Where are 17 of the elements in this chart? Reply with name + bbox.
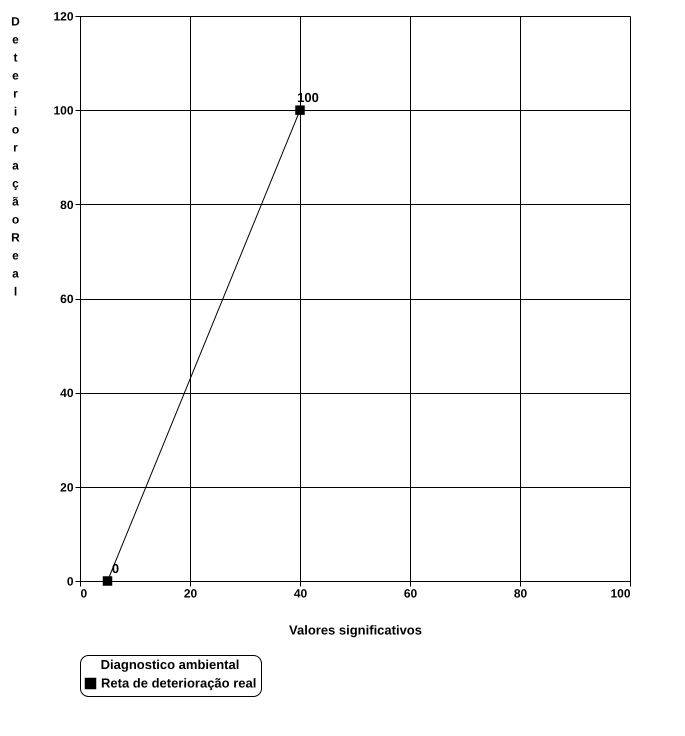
y-tick-label: 40 <box>60 386 74 400</box>
y-tick-label: 60 <box>60 292 74 306</box>
x-tick-label: 100 <box>610 586 631 600</box>
y-tick-label: 0 <box>66 574 74 588</box>
y-tick-label: 80 <box>60 198 74 212</box>
x-tick-label: 80 <box>514 586 528 600</box>
x-axis-title: Valores significativos <box>289 622 422 638</box>
legend-title: Diagnostico ambiental <box>100 657 240 672</box>
y-tick-label: 120 <box>53 10 74 24</box>
legend-label: Reta de deterioração real <box>101 676 256 690</box>
y-tick-label: 20 <box>60 480 74 494</box>
x-tick-label: 60 <box>404 586 418 600</box>
x-tick-label: 0 <box>80 586 88 600</box>
x-tick-label: 40 <box>294 586 308 600</box>
x-tick-label: 20 <box>184 586 198 600</box>
text: Deterioração Real <box>11 14 20 298</box>
y-tick-label: 100 <box>53 104 74 118</box>
